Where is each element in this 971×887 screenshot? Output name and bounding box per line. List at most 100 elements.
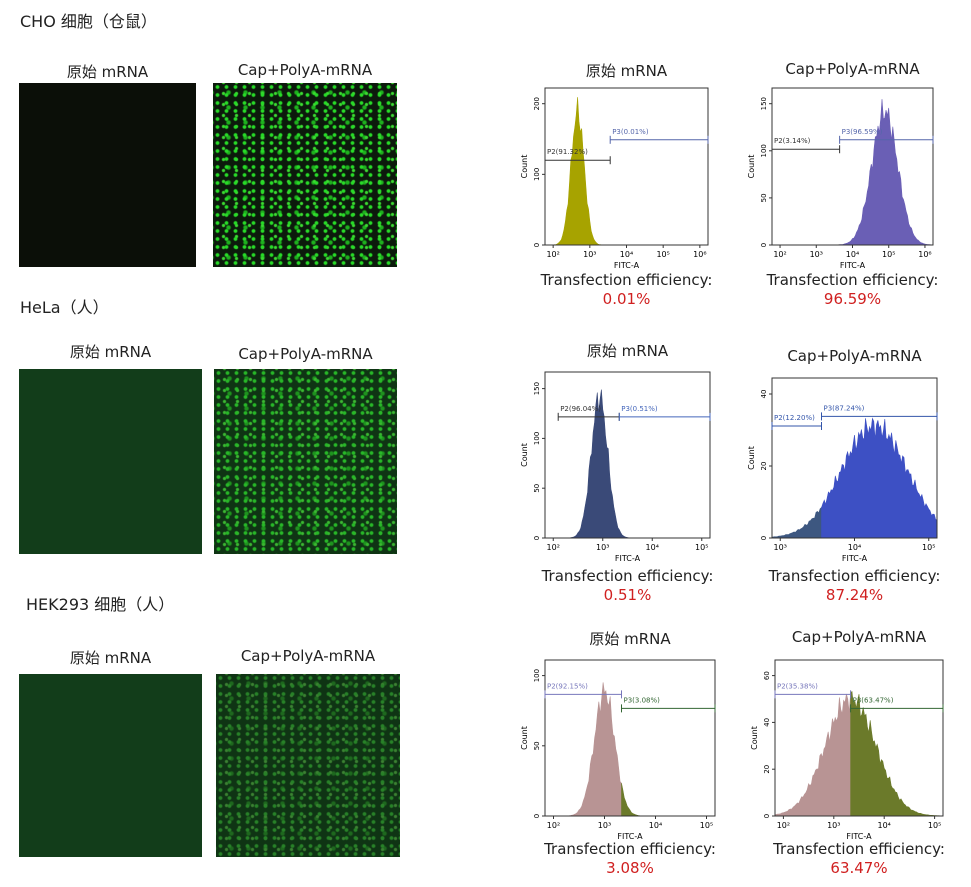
gate-label: P3(87.24%) xyxy=(824,404,865,412)
x-tick-label: 10⁴ xyxy=(848,543,861,552)
x-axis-label: FITC-A xyxy=(840,261,866,270)
x-tick-label: 10⁴ xyxy=(878,821,891,830)
y-tick-label: 50 xyxy=(533,484,541,493)
y-tick-label: 100 xyxy=(533,669,541,682)
y-tick-label: 150 xyxy=(533,382,541,395)
histogram-title: Cap+PolyA-mRNA xyxy=(785,60,920,78)
gate-label: P2(12.20%) xyxy=(774,414,815,422)
x-tick-label: 10⁵ xyxy=(700,821,713,830)
y-tick-label: 0 xyxy=(760,243,768,247)
histogram: 0 20 40 60 Count 10² 10³ 10⁴ 10⁵ FITC-A P2(35.38%)… xyxy=(750,659,944,841)
x-tick-label: 10⁶ xyxy=(918,250,931,259)
histogram-title: 原始 mRNA xyxy=(585,62,668,80)
plot-frame xyxy=(544,371,711,539)
histogram-area xyxy=(821,417,938,539)
y-tick-label: 150 xyxy=(760,97,768,110)
panel-title: HeLa（人） xyxy=(20,298,109,317)
panel-title: CHO 细胞（仓鼠） xyxy=(20,12,157,31)
histogram: 0 50 100 150 Count 10² 10³ 10⁴ 10⁵ FITC-A P2(96.04… xyxy=(520,371,711,563)
panel-title: HEK293 细胞（人） xyxy=(26,595,175,614)
micrograph xyxy=(19,83,196,267)
x-tick-label: 10³ xyxy=(583,250,596,259)
y-tick-label: 40 xyxy=(763,718,771,727)
y-tick-label: 0 xyxy=(760,536,768,540)
y-tick-label: 0 xyxy=(533,243,541,247)
histogram-area xyxy=(771,506,822,539)
image-label: Cap+PolyA-mRNA xyxy=(240,647,376,665)
histogram-title: 原始 mRNA xyxy=(586,342,669,360)
y-tick-label: 0 xyxy=(533,536,541,540)
histogram-area xyxy=(774,692,851,817)
gate-label: P2(91.32%) xyxy=(547,148,588,156)
x-tick-label: 10⁵ xyxy=(922,543,935,552)
x-tick-label: 10² xyxy=(547,821,560,830)
gate-label: P2(35.38%) xyxy=(777,682,818,690)
x-tick-label: 10⁶ xyxy=(693,250,706,259)
histogram-title: 原始 mRNA xyxy=(589,630,671,648)
image-label: 原始 mRNA xyxy=(69,343,152,361)
x-tick-label: 10³ xyxy=(598,821,611,830)
efficiency-value: 0.01% xyxy=(602,290,651,308)
micrograph xyxy=(214,369,397,554)
efficiency-label: Transfection efficiency: xyxy=(544,840,716,858)
x-tick-label: 10³ xyxy=(810,250,823,259)
y-axis-label: Count xyxy=(520,155,529,179)
x-tick-label: 10⁴ xyxy=(649,821,662,830)
gate-label: P3(63.47%) xyxy=(853,696,894,704)
y-tick-label: 0 xyxy=(763,814,771,818)
x-axis-label: FITC-A xyxy=(617,832,643,841)
x-axis-label: FITC-A xyxy=(615,554,641,563)
x-tick-label: 10⁴ xyxy=(846,250,859,259)
histogram: 0 50 100 Count 10² 10³ 10⁴ 10⁵ FITC-A P2(92.15%) P… xyxy=(520,659,716,841)
histogram: 0 50 100 150 Count 10² 10³ 10⁴ 10⁵ 10⁶ FITC-A P2(3.… xyxy=(747,87,934,270)
x-tick-label: 10² xyxy=(773,250,786,259)
image-label: Cap+PolyA-mRNA xyxy=(238,345,373,363)
histogram-area xyxy=(838,99,934,246)
x-tick-label: 10⁴ xyxy=(646,543,659,552)
y-tick-label: 100 xyxy=(533,168,541,181)
x-tick-label: 10² xyxy=(777,821,790,830)
y-axis-label: Count xyxy=(750,726,759,750)
efficiency-value: 96.59% xyxy=(823,290,882,308)
x-axis-label: FITC-A xyxy=(846,832,872,841)
x-tick-label: 10⁵ xyxy=(882,250,895,259)
efficiency-label: Transfection efficiency: xyxy=(766,271,939,289)
x-tick-label: 10³ xyxy=(596,543,609,552)
y-tick-label: 100 xyxy=(760,144,768,157)
efficiency-label: Transfection efficiency: xyxy=(768,567,941,585)
efficiency-value: 87.24% xyxy=(825,586,884,604)
y-tick-label: 0 xyxy=(533,814,541,818)
histogram-title: Cap+PolyA-mRNA xyxy=(787,347,922,365)
plot-frame xyxy=(544,659,716,817)
x-tick-label: 10³ xyxy=(827,821,840,830)
x-axis-label: FITC-A xyxy=(614,261,640,270)
y-axis-label: Count xyxy=(520,726,529,750)
image-label: 原始 mRNA xyxy=(69,649,152,667)
y-axis-label: Count xyxy=(520,443,529,467)
efficiency-value: 0.51% xyxy=(603,586,652,604)
gate-label: P2(92.15%) xyxy=(547,682,588,690)
efficiency-value: 3.08% xyxy=(606,859,654,877)
y-tick-label: 100 xyxy=(533,432,541,445)
micrograph xyxy=(19,674,202,857)
plot-frame xyxy=(771,87,934,246)
efficiency-label: Transfection efficiency: xyxy=(540,271,713,289)
x-tick-label: 10² xyxy=(547,543,560,552)
image-label: 原始 mRNA xyxy=(66,63,149,81)
histogram-title: Cap+PolyA-mRNA xyxy=(791,628,927,646)
y-axis-label: Count xyxy=(747,446,756,470)
histogram-area xyxy=(850,691,944,817)
y-tick-label: 200 xyxy=(533,97,541,110)
y-tick-label: 20 xyxy=(760,462,768,471)
histogram-area xyxy=(545,97,708,246)
x-axis-label: FITC-A xyxy=(842,554,868,563)
y-tick-label: 50 xyxy=(760,193,768,202)
x-tick-label: 10⁵ xyxy=(928,821,941,830)
gate-label: P3(0.01%) xyxy=(612,128,649,136)
y-tick-label: 40 xyxy=(760,390,768,399)
histogram-area xyxy=(621,783,715,817)
histogram: 0 20 40 Count 10³ 10⁴ 10⁵ FITC-A P2(12.20%) P3(87… xyxy=(747,377,938,563)
x-tick-label: 10⁴ xyxy=(620,250,633,259)
y-tick-label: 60 xyxy=(763,671,771,680)
